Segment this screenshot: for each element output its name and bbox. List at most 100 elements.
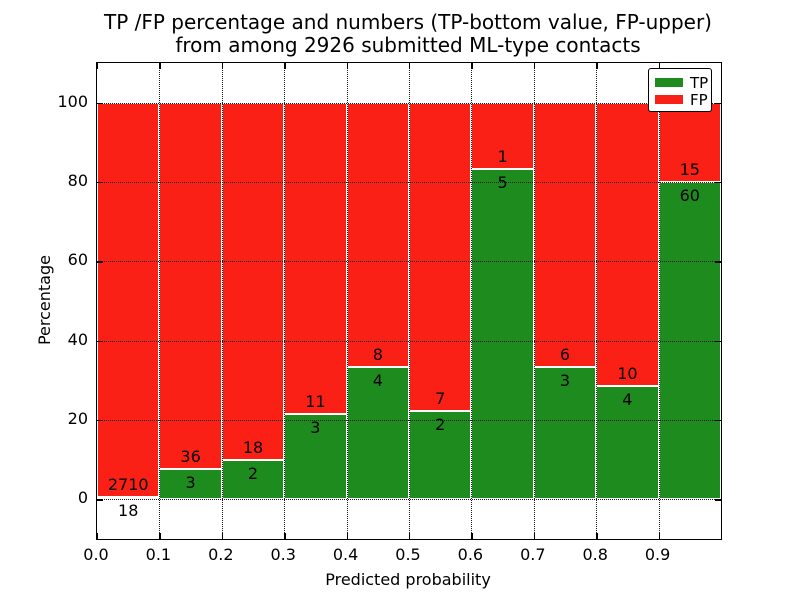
v-gridline-0.3	[284, 63, 286, 539]
x-tick-label-0.7: 0.7	[520, 545, 546, 564]
x-tick-label-0.9: 0.9	[644, 545, 671, 564]
fp-count-label-4: 8	[372, 345, 383, 365]
bar-segment-tp-4	[346, 367, 409, 500]
y-tick-label-100: 100	[57, 91, 88, 111]
x-tick-label-0.2: 0.2	[208, 545, 234, 564]
legend-label-TP: TP	[690, 73, 709, 92]
bar-segment-fp-9	[658, 102, 721, 182]
y-tick-label-20: 20	[67, 409, 88, 428]
tp-count-label-1: 3	[185, 472, 196, 492]
x-tick-bottom-1	[159, 533, 161, 539]
bar-segment-fp-0	[97, 102, 160, 497]
v-gridline-0.1	[159, 63, 161, 539]
x-tick-bottom-3	[284, 533, 286, 539]
y-tick-right-80	[715, 182, 721, 184]
bar-segment-fp-4	[346, 102, 409, 368]
x-tick-top-2	[221, 63, 224, 69]
tp-count-label-4: 4	[372, 371, 383, 391]
chart-title-line1: TP /FP percentage and numbers (TP-bottom…	[104, 10, 712, 34]
bar-segment-tp-7	[533, 367, 597, 500]
y-tick-label-80: 80	[67, 171, 88, 190]
y-tick-left-20	[97, 420, 103, 422]
v-gridline-0.8	[596, 63, 598, 539]
fp-count-label-9: 15	[679, 160, 700, 179]
fp-count-label-7: 6	[559, 345, 571, 365]
x-tick-top-8	[596, 63, 598, 69]
y-tick-right-60	[715, 261, 721, 263]
x-tick-label-0.6: 0.6	[457, 545, 484, 564]
x-tick-label-0.8: 0.8	[582, 545, 608, 564]
v-gridline-0.7	[533, 63, 535, 539]
x-tick-top-5	[409, 63, 411, 69]
v-gridline-0.5	[409, 63, 410, 539]
tp-count-label-3: 3	[310, 418, 321, 438]
legend: TP FP	[648, 68, 712, 112]
bar-segment-tp-3	[284, 414, 347, 500]
x-tick-bottom-4	[346, 533, 348, 539]
y-tick-left-100	[97, 102, 103, 105]
y-tick-right-20	[715, 420, 721, 422]
legend-swatch-TP	[655, 78, 683, 87]
bar-segment-tp-0	[97, 496, 160, 500]
fp-count-label-2: 18	[242, 437, 264, 457]
x-tick-top-7	[533, 63, 536, 69]
y-tick-left-80	[97, 182, 103, 184]
bar-segment-fp-7	[533, 102, 597, 368]
x-tick-bottom-7	[533, 533, 536, 539]
y-tick-right-100	[715, 102, 721, 105]
legend-rows: TP FP	[655, 74, 711, 108]
x-tick-label-0.4: 0.4	[332, 545, 359, 564]
x-tick-top-3	[284, 63, 286, 69]
bar-segment-tp-1	[159, 468, 222, 500]
bar-segment-tp-6	[471, 168, 534, 500]
x-tick-label-0.5: 0.5	[395, 545, 421, 564]
x-tick-top-6	[471, 63, 473, 69]
chart-title-line2: from among 2926 submitted ML-type contac…	[175, 33, 641, 57]
tp-count-label-0: 18	[118, 500, 139, 520]
x-tick-top-9	[658, 63, 660, 69]
y-tick-label-60: 60	[67, 250, 88, 270]
fp-count-label-1: 36	[180, 446, 201, 466]
bar-segment-fp-3	[284, 102, 347, 415]
v-gridline-0.2	[221, 63, 223, 539]
legend-entry-FP: FP	[655, 91, 711, 108]
x-tick-label-0.3: 0.3	[270, 545, 296, 564]
x-tick-bottom-8	[596, 533, 598, 539]
legend-entry-TP: TP	[655, 74, 711, 91]
tp-count-label-6: 5	[497, 172, 508, 192]
x-tick-bottom-9	[658, 533, 660, 539]
x-tick-label-0.1: 0.1	[145, 545, 172, 564]
chart-title: TP /FP percentage and numbers (TP-bottom…	[96, 11, 720, 57]
tp-count-label-8: 4	[622, 390, 633, 409]
legend-swatch-FP	[655, 95, 683, 104]
v-gridline-0.4	[346, 63, 348, 539]
tp-count-label-7: 3	[559, 371, 571, 391]
fp-count-label-0: 2710	[107, 474, 149, 494]
y-tick-right-40	[715, 340, 721, 343]
y-tick-left-40	[97, 340, 103, 343]
fp-count-label-6: 1	[497, 146, 508, 166]
bar-segment-fp-8	[596, 102, 659, 386]
bar-segment-tp-8	[596, 386, 659, 500]
y-tick-left-60	[97, 261, 103, 263]
x-tick-bottom-2	[221, 533, 224, 539]
plot-area: 2710 18 36 3 18 2 11 3 8 4 7 2 1 5 6 3 10 4 15 60 TP FP	[96, 62, 722, 540]
x-tick-top-1	[159, 63, 161, 69]
x-tick-top-4	[346, 63, 348, 69]
v-gridline-0.9	[658, 63, 660, 539]
y-tick-right-0	[715, 499, 721, 501]
x-tick-bottom-5	[409, 533, 411, 539]
x-tick-label-0.0: 0.0	[83, 545, 109, 564]
fp-count-label-8: 10	[617, 364, 638, 383]
y-tick-left-0	[97, 499, 103, 501]
bar-segment-fp-1	[159, 102, 222, 469]
bar-segment-fp-2	[221, 102, 285, 460]
x-tick-bottom-6	[471, 533, 473, 539]
tp-count-label-5: 2	[435, 415, 446, 435]
legend-label-FP: FP	[690, 90, 708, 109]
fp-count-label-3: 11	[305, 392, 326, 412]
x-axis-label: Predicted probability	[325, 570, 491, 589]
tp-count-label-2: 2	[247, 463, 259, 483]
x-tick-top-0	[97, 63, 99, 69]
